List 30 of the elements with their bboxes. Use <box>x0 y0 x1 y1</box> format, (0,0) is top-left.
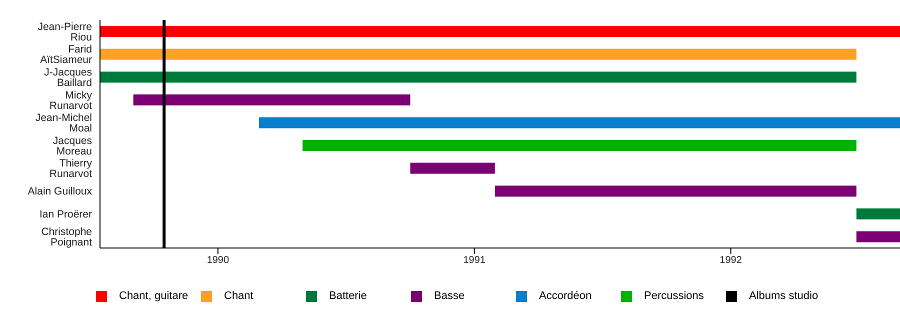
bar <box>302 140 856 151</box>
y-tick-label: Ian Proërer <box>39 208 92 221</box>
y-tick-label: Jean-Pierre Riou <box>38 20 92 44</box>
x-tick-label: 1991 <box>463 255 486 266</box>
y-tick-label: Jean-Michel Moal <box>35 112 92 135</box>
bar <box>856 208 900 220</box>
x-tick-label: 1990 <box>206 255 230 266</box>
legend-label: Chant <box>224 290 254 302</box>
y-tick-label: J-Jacques Baillard <box>44 66 92 89</box>
y-tick-label: Christophe Poignant <box>41 226 92 249</box>
legend-label: Chant, guitare <box>119 290 188 302</box>
bar <box>100 26 900 37</box>
legend-label: Accordéon <box>539 290 592 302</box>
bar <box>258 117 900 128</box>
y-tick-label: Thierry Runarvot <box>49 158 93 180</box>
legend-label: Batterie <box>329 290 367 302</box>
bar <box>856 231 900 242</box>
x-tick-label: 1992 <box>720 255 742 266</box>
legend-label: Percussions <box>644 290 704 302</box>
y-tick-label: Micky Runarvot <box>49 89 93 112</box>
bar <box>410 162 495 174</box>
legend-label: Basse <box>434 290 465 302</box>
y-tick-label: Jacques Moreau <box>52 134 92 158</box>
y-tick-label: Alain Guilloux <box>28 186 93 198</box>
legend-label: Albums studio <box>749 290 818 302</box>
bar <box>100 48 856 60</box>
bar <box>494 186 856 197</box>
y-tick-label: Farid AïtSiameur <box>40 44 92 66</box>
bar <box>100 72 856 83</box>
bar <box>133 94 410 106</box>
